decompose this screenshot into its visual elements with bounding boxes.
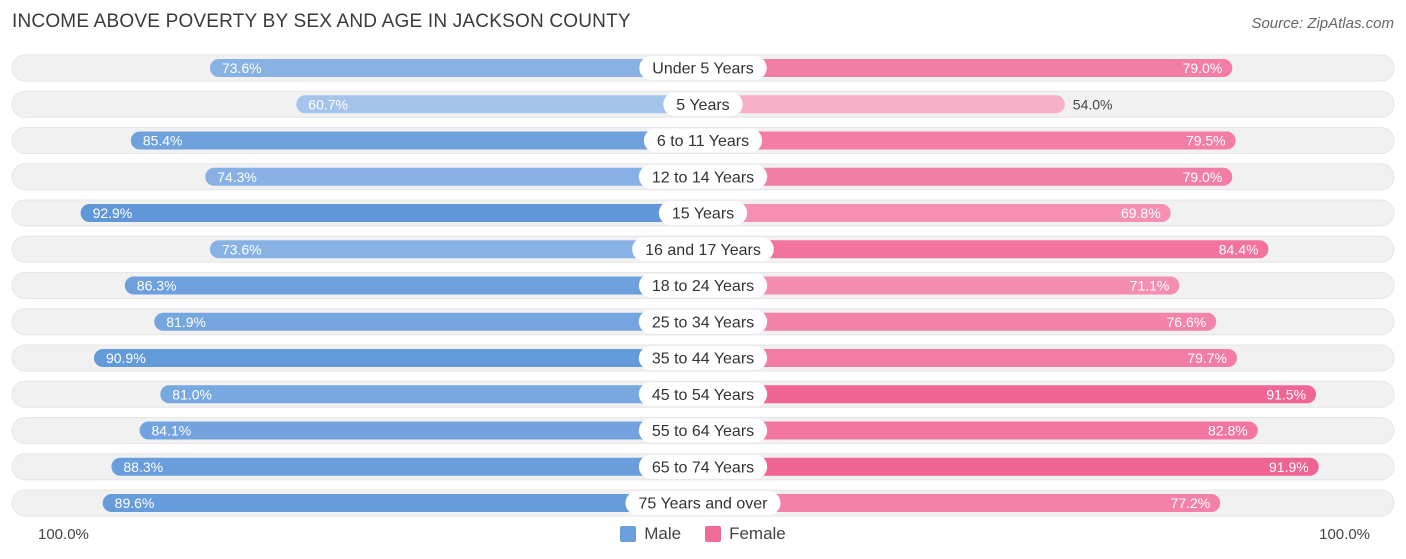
label-male-16-and-17-years: 73.6% xyxy=(222,241,262,257)
bar-male-6-to-11-years xyxy=(130,131,703,150)
category-pill-under-5-years xyxy=(639,56,767,80)
label-male-18-to-24-years: 86.3% xyxy=(137,278,177,294)
category-pill-16-and-17-years xyxy=(632,237,774,262)
category-pill-5-years xyxy=(663,92,743,117)
category-label-5-years: 5 Years xyxy=(676,97,729,114)
bar-male-under-5-years xyxy=(209,59,703,77)
bar-female-35-to-44-years xyxy=(703,349,1237,367)
label-male-75-years-and-over: 89.6% xyxy=(115,495,155,511)
bar-female-under-5-years xyxy=(703,59,1233,77)
category-pill-25-to-34-years xyxy=(638,309,768,334)
bar-female-25-to-34-years xyxy=(703,312,1217,331)
label-female-18-to-24-years: 71.1% xyxy=(1130,278,1170,294)
bar-female-65-to-74-years xyxy=(703,457,1319,476)
axis-left-label: 100.0% xyxy=(38,526,89,543)
chart-title: INCOME ABOVE POVERTY BY SEX AND AGE IN J… xyxy=(12,11,631,32)
legend-swatch-male xyxy=(620,526,637,542)
bar-male-5-years xyxy=(296,95,703,114)
label-male-25-to-34-years: 81.9% xyxy=(166,314,206,330)
category-label-12-to-14-years: 12 to 14 Years xyxy=(652,169,754,186)
label-male-12-to-14-years: 74.3% xyxy=(217,169,257,185)
category-label-18-to-24-years: 18 to 24 Years xyxy=(652,278,754,295)
label-female-12-to-14-years: 79.0% xyxy=(1183,169,1223,185)
label-male-6-to-11-years: 85.4% xyxy=(143,133,183,149)
label-male-65-to-74-years: 88.3% xyxy=(123,459,163,475)
category-label-6-to-11-years: 6 to 11 Years xyxy=(657,133,749,150)
category-label-15-years: 15 Years xyxy=(672,206,734,223)
bar-female-12-to-14-years xyxy=(703,167,1233,186)
category-pill-45-to-54-years xyxy=(638,382,768,407)
category-pill-15-years xyxy=(658,201,748,225)
bar-male-75-years-and-over xyxy=(102,494,704,512)
legend-label-female: Female xyxy=(729,524,786,543)
bar-female-55-to-64-years xyxy=(703,421,1258,440)
category-label-65-to-74-years: 65 to 74 Years xyxy=(652,459,754,476)
label-male-45-to-54-years: 81.0% xyxy=(172,386,212,402)
axis-right-label: 100.0% xyxy=(1319,526,1370,543)
bar-male-18-to-24-years xyxy=(124,276,704,295)
bar-female-5-years xyxy=(703,95,1065,114)
label-female-15-years: 69.8% xyxy=(1121,205,1161,221)
category-label-45-to-54-years: 45 to 54 Years xyxy=(652,387,754,404)
label-female-6-to-11-years: 79.5% xyxy=(1186,133,1226,149)
label-male-55-to-64-years: 84.1% xyxy=(152,423,192,439)
bar-male-65-to-74-years xyxy=(111,457,703,476)
category-label-75-years-and-over: 75 Years and over xyxy=(639,496,769,513)
category-label-16-and-17-years: 16 and 17 Years xyxy=(645,242,761,259)
category-label-25-to-34-years: 25 to 34 Years xyxy=(652,314,754,331)
bar-female-45-to-54-years xyxy=(703,385,1317,404)
category-pill-75-years-and-over xyxy=(625,491,781,515)
category-pill-12-to-14-years xyxy=(638,164,768,189)
bar-female-75-years-and-over xyxy=(703,494,1221,512)
label-male-5-years: 60.7% xyxy=(308,96,348,112)
bar-female-16-and-17-years xyxy=(703,240,1269,259)
bar-female-15-years xyxy=(703,204,1171,222)
label-female-65-to-74-years: 91.9% xyxy=(1269,459,1309,475)
bar-female-6-to-11-years xyxy=(703,131,1236,150)
category-pill-55-to-64-years xyxy=(638,418,768,443)
legend-swatch-female xyxy=(705,526,722,542)
bar-male-15-years xyxy=(80,204,703,222)
category-pill-6-to-11-years xyxy=(643,128,763,153)
legend-item-male: Male xyxy=(620,524,681,544)
legend-item-female: Female xyxy=(705,524,786,544)
label-female-under-5-years: 79.0% xyxy=(1183,60,1223,76)
bar-male-16-and-17-years xyxy=(209,240,703,259)
label-male-under-5-years: 73.6% xyxy=(222,60,262,76)
label-female-45-to-54-years: 91.5% xyxy=(1266,386,1306,402)
category-label-55-to-64-years: 55 to 64 Years xyxy=(652,423,754,440)
label-female-55-to-64-years: 82.8% xyxy=(1208,423,1248,439)
bar-male-25-to-34-years xyxy=(154,312,703,331)
category-pill-65-to-74-years xyxy=(638,454,768,479)
label-female-35-to-44-years: 79.7% xyxy=(1187,350,1227,366)
bar-male-12-to-14-years xyxy=(205,167,703,186)
category-pill-18-to-24-years xyxy=(638,273,768,298)
category-label-35-to-44-years: 35 to 44 Years xyxy=(652,351,754,368)
legend: Male Female xyxy=(0,524,1406,544)
category-pill-35-to-44-years xyxy=(638,346,768,370)
label-female-25-to-34-years: 76.6% xyxy=(1167,314,1207,330)
label-female-75-years-and-over: 77.2% xyxy=(1171,495,1211,511)
bar-male-45-to-54-years xyxy=(160,385,704,404)
legend-label-male: Male xyxy=(644,524,682,543)
label-male-15-years: 92.9% xyxy=(93,205,133,221)
bar-male-55-to-64-years xyxy=(139,421,703,440)
bar-male-35-to-44-years xyxy=(93,349,704,367)
chart-source: Source: ZipAtlas.com xyxy=(1251,15,1394,32)
category-label-under-5-years: Under 5 Years xyxy=(652,61,753,78)
bar-female-18-to-24-years xyxy=(703,276,1180,295)
label-female-16-and-17-years: 84.4% xyxy=(1219,241,1259,257)
label-female-5-years: 54.0% xyxy=(1073,96,1113,112)
label-male-35-to-44-years: 90.9% xyxy=(106,350,146,366)
